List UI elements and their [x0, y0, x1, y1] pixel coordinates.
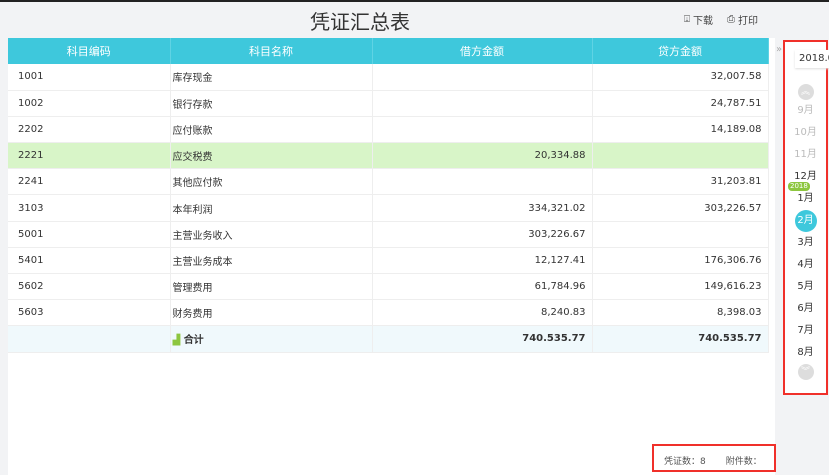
scroll-down-icon[interactable]: ︾ [797, 364, 814, 380]
month-item[interactable]: 6月 [797, 303, 814, 314]
cell-code: 5401 [8, 247, 171, 275]
cell-debit [372, 90, 593, 117]
total-label: 合计 [183, 335, 204, 347]
table-row[interactable]: 5001 主营业务收入 303,226.67 [8, 221, 769, 248]
cell-debit: 303,226.67 [372, 221, 593, 248]
table-row[interactable]: 5602 管理费用 61,784.96 149,616.23 [8, 273, 769, 301]
cell-name: 管理费用 [170, 273, 373, 301]
cell-code: 1002 [8, 90, 171, 117]
cell-debit [372, 64, 593, 91]
date-input[interactable]: 2018.02 [795, 50, 829, 68]
cell-name: 主营业务收入 [170, 221, 373, 248]
attachment-count: 附件数： [725, 457, 762, 467]
cell-name: 应付账款 [170, 116, 373, 144]
month-list: ︽ 9月 10月 11月 12月 2018 1月 2月 3月 4月 5月 6月 7月 8月 ︾ [785, 84, 826, 380]
cell-code: 5001 [8, 221, 171, 248]
cell-name: 本年利润 [170, 194, 373, 222]
cell-credit: 149,616.23 [592, 273, 769, 301]
month-item[interactable]: 3月 [797, 237, 814, 248]
month-item[interactable]: 11月 [794, 149, 817, 160]
cell-code: 5603 [8, 299, 171, 327]
download-icon: ⍗ [684, 14, 690, 25]
month-item[interactable]: 8月 [797, 347, 814, 358]
cell-debit: 334,321.02 [372, 194, 593, 222]
cell-name: 其他应付款 [170, 168, 373, 196]
month-item[interactable]: 2018 1月 [788, 182, 814, 204]
total-debit: 740.535.77 [372, 325, 593, 353]
cell-code: 2241 [8, 168, 171, 196]
voucher-count: 凭证数：8 [664, 457, 706, 467]
header-debit[interactable]: 借方金额 [372, 38, 593, 64]
cell-debit [372, 116, 593, 144]
table-row[interactable]: 2221 应交税费 20,334.88 [8, 142, 769, 170]
cell-credit: 8,398.03 [592, 299, 769, 327]
table-row[interactable]: 2202 应付账款 14,189.08 [8, 116, 769, 144]
toolbar: ⍗ 下载 ⎙ 打印 [684, 12, 758, 27]
cell-code: 2221 [8, 142, 171, 170]
table-row[interactable]: 2241 其他应付款 31,203.81 [8, 168, 769, 196]
month-item[interactable]: 4月 [797, 259, 814, 270]
cell-code: 3103 [8, 194, 171, 222]
collapse-sidebar-icon[interactable]: » [776, 44, 783, 55]
month-item[interactable]: 2月 [785, 210, 826, 232]
cell-debit: 61,784.96 [372, 273, 593, 301]
cell-credit: 31,203.81 [592, 168, 769, 196]
table-row[interactable]: 1001 库存现金 32,007.58 [8, 64, 769, 91]
cell-name: 财务费用 [170, 299, 373, 327]
cell-name: 应交税费 [170, 142, 373, 170]
table-row[interactable]: 3103 本年利润 334,321.02 303,226.57 [8, 194, 769, 222]
cell-name: 主营业务成本 [170, 247, 373, 275]
cell-credit [592, 142, 769, 170]
cell-credit: 176,306.76 [592, 247, 769, 275]
cell-credit: 303,226.57 [592, 194, 769, 222]
cell-debit: 12,127.41 [372, 247, 593, 275]
page-title: 凭证汇总表 [310, 10, 410, 34]
month-item[interactable]: 12月 [794, 171, 817, 182]
summary-panel: 科目编码 科目名称 借方金额 贷方金额 1001 库存现金 32,007.58 100… [8, 38, 775, 475]
print-button[interactable]: ⎙ 打印 [727, 14, 758, 27]
header-credit[interactable]: 贷方金额 [592, 38, 769, 64]
scroll-up-icon[interactable]: ︽ [797, 84, 814, 100]
summary-table: 科目编码 科目名称 借方金额 贷方金额 1001 库存现金 32,007.58 100… [8, 38, 769, 353]
cell-code: 2202 [8, 116, 171, 144]
cell-debit [372, 168, 593, 196]
cell-name: 库存现金 [170, 64, 373, 91]
cell-credit: 14,189.08 [592, 116, 769, 144]
cell-credit: 24,787.51 [592, 90, 769, 117]
table-row[interactable]: 5603 财务费用 8,240.83 8,398.03 [8, 299, 769, 327]
cell-credit [592, 221, 769, 248]
footer-summary: 凭证数：8 附件数： [652, 444, 776, 472]
cell-credit: 32,007.58 [592, 64, 769, 91]
header-code[interactable]: 科目编码 [8, 38, 171, 64]
cell-code: 1001 [8, 64, 171, 91]
total-row: ▟ 合计 740.535.77 740.535.77 [8, 325, 769, 353]
month-item[interactable]: 10月 [794, 127, 817, 138]
top-border [0, 0, 829, 2]
print-icon: ⎙ [727, 14, 735, 25]
total-credit: 740.535.77 [592, 325, 769, 353]
year-badge: 2018 [788, 182, 810, 191]
month-item[interactable]: 7月 [797, 325, 814, 336]
cell-debit: 8,240.83 [372, 299, 593, 327]
table-row[interactable]: 1002 银行存款 24,787.51 [8, 90, 769, 117]
download-button[interactable]: ⍗ 下载 [684, 14, 713, 27]
chart-icon: ▟ [172, 335, 181, 347]
header-name[interactable]: 科目名称 [170, 38, 373, 64]
cell-name: 银行存款 [170, 90, 373, 117]
cell-code: 5602 [8, 273, 171, 301]
table-row[interactable]: 5401 主营业务成本 12,127.41 176,306.76 [8, 247, 769, 275]
cell-debit: 20,334.88 [372, 142, 593, 170]
month-item[interactable]: 9月 [797, 105, 814, 116]
month-item[interactable]: 5月 [797, 281, 814, 292]
